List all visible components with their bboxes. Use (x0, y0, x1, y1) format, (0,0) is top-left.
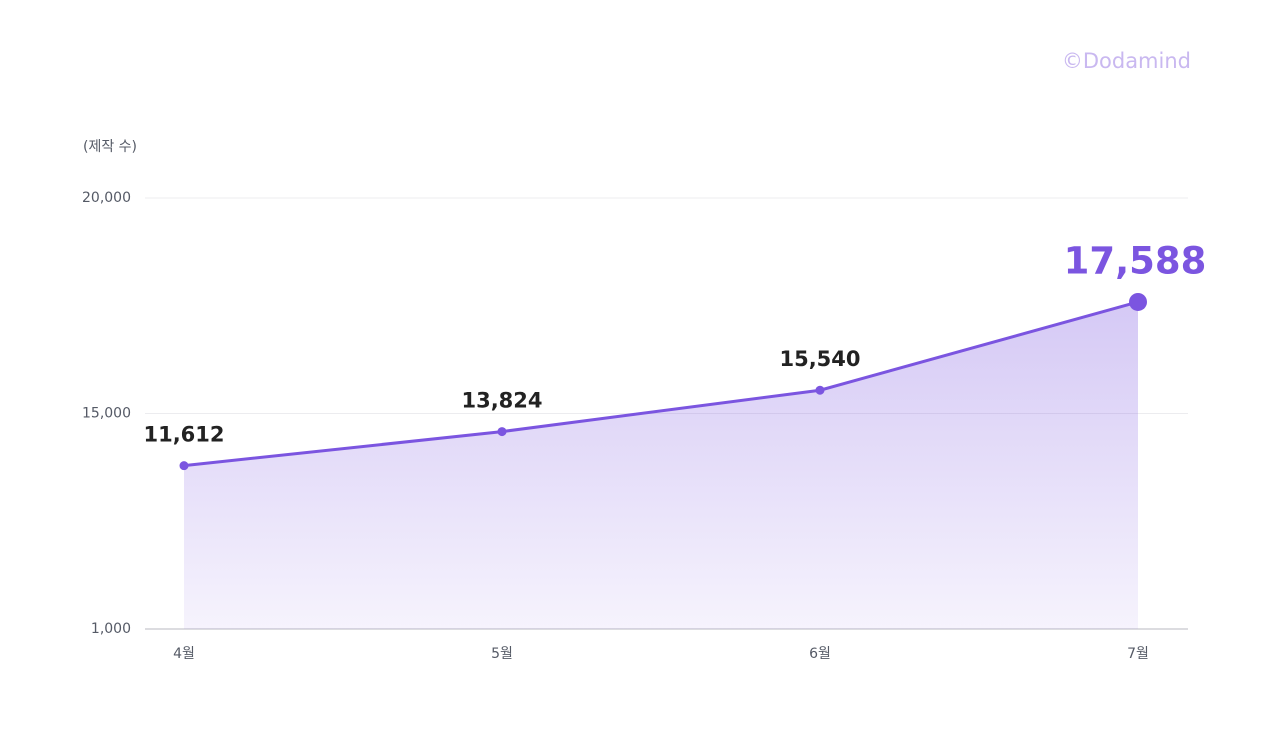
point (179, 461, 189, 471)
value-label: 13,824 (461, 389, 542, 413)
x-tick-label: 7월 (1127, 646, 1149, 662)
y-tick-label: 15,000 (82, 406, 131, 422)
point (815, 385, 825, 395)
y-tick-label: 20,000 (82, 190, 131, 206)
watermark: ©Dodamind (1062, 49, 1191, 73)
x-tick-label: 4월 (173, 646, 195, 662)
y-axis-label: (제작 수) (83, 139, 137, 155)
y-tick-label: 1,000 (91, 621, 131, 637)
point (497, 427, 507, 437)
value-label: 15,540 (779, 347, 860, 371)
x-tick-label: 6월 (809, 646, 831, 662)
value-label: 17,588 (1064, 239, 1207, 282)
x-tick-label: 5월 (491, 646, 513, 662)
area (184, 301, 1138, 629)
value-label: 11,612 (143, 423, 224, 447)
point (1129, 292, 1147, 311)
line (183, 300, 1139, 468)
